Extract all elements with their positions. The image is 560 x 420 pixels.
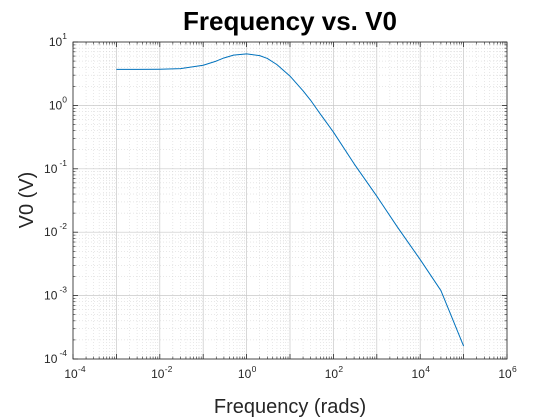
x-tick-label-exponent: -4 [78,364,86,374]
x-tick-label-exponent: -2 [165,364,173,374]
series-line [116,53,465,347]
y-tick-label: 10 [49,35,63,49]
x-tick-label-exponent: 2 [338,364,343,374]
x-tick-label: 10 [64,367,78,381]
y-tick-label-exponent: -3 [59,285,67,295]
chart-title: Frequency vs. V0 [183,6,397,36]
y-tick-label: 10 [44,225,58,239]
x-tick-label-exponent: 4 [425,364,430,374]
y-tick-label: 10 [44,289,58,303]
y-tick-label-exponent: -2 [59,221,67,231]
y-tick-label: 10 [44,162,58,176]
x-tick-label: 10 [412,367,426,381]
y-tick-label-exponent: -4 [59,348,67,358]
y-tick-label: 10 [44,352,58,366]
y-tick-label: 10 [49,98,63,112]
x-axis-label: Frequency (rads) [214,396,366,418]
x-tick-label: 10 [325,367,339,381]
series-layer [116,53,465,347]
x-tick-label: 10 [238,367,252,381]
y-tick-label-exponent: 1 [62,31,67,41]
x-tick-label: 10 [151,367,165,381]
x-tick-label-exponent: 6 [512,364,517,374]
x-tick-label-exponent: 0 [252,364,257,374]
y-tick-label-exponent: -1 [59,158,67,168]
y-tick-label-exponent: 0 [62,94,67,104]
y-axis-label: V0 (V) [16,172,38,229]
x-tick-label: 10 [498,367,512,381]
tick-labels: 10 -4 10 -2 10 0 10 2 10 4 10 6-410-310-210-1100101… [44,31,517,381]
tick-marks [72,41,508,360]
